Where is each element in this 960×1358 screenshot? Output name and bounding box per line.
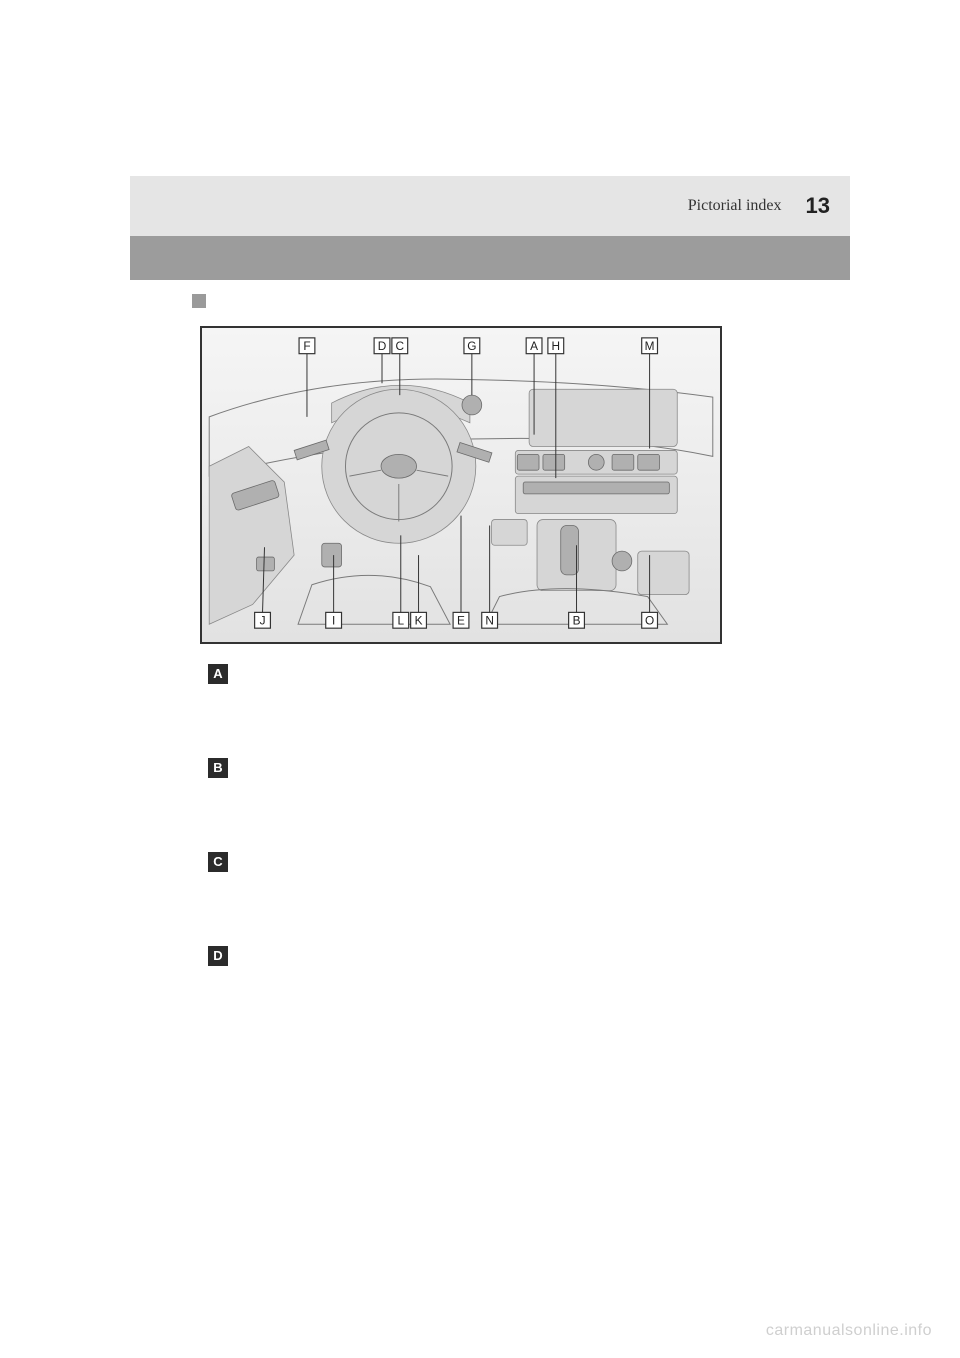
svg-text:N: N [485, 613, 494, 627]
svg-text:H: H [552, 339, 561, 353]
page-number: 13 [806, 193, 830, 219]
list-item: D [208, 946, 228, 1040]
svg-text:B: B [573, 613, 581, 627]
section-marker-icon [192, 294, 206, 308]
svg-text:D: D [378, 339, 387, 353]
watermark-text: carmanualsonline.info [766, 1322, 932, 1340]
list-item: B [208, 758, 228, 852]
header-substrip [130, 236, 850, 280]
svg-text:E: E [457, 613, 465, 627]
list-item: A [208, 664, 228, 758]
item-badge: B [208, 758, 228, 778]
list-item: C [208, 852, 228, 946]
svg-text:M: M [645, 339, 655, 353]
svg-text:F: F [303, 339, 310, 353]
index-item-list: A B C D [208, 664, 228, 1040]
item-badge: A [208, 664, 228, 684]
item-badge: D [208, 946, 228, 966]
section-title: Pictorial index [688, 197, 782, 215]
item-badge: C [208, 852, 228, 872]
dashboard-diagram: F DC G AH M J I LK E N B O [200, 326, 722, 644]
svg-text:J: J [260, 613, 266, 627]
svg-text:I: I [332, 613, 335, 627]
svg-text:O: O [645, 613, 654, 627]
svg-text:K: K [415, 613, 423, 627]
svg-text:A: A [530, 339, 538, 353]
svg-text:L: L [397, 613, 404, 627]
svg-text:G: G [467, 339, 476, 353]
manual-page: Pictorial index 13 [0, 0, 960, 1358]
page-header: Pictorial index 13 [130, 176, 850, 236]
svg-text:C: C [396, 339, 405, 353]
dashboard-svg: F DC G AH M J I LK E N B O [202, 328, 720, 642]
